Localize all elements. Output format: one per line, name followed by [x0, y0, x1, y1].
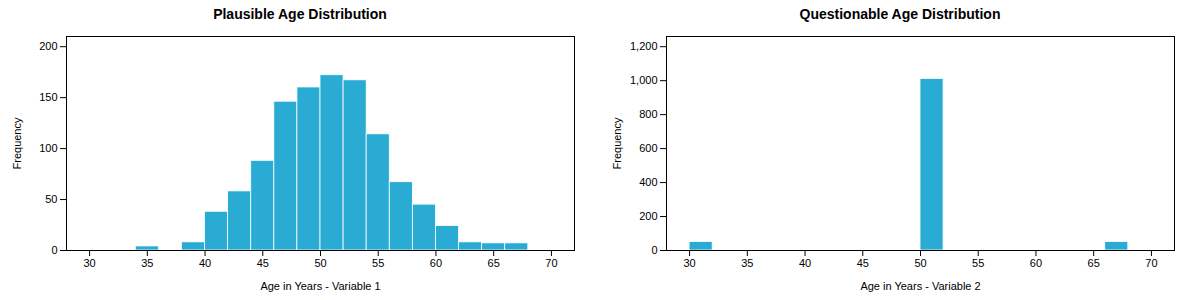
svg-text:0: 0 — [51, 244, 57, 256]
svg-text:45: 45 — [857, 257, 869, 269]
svg-text:50: 50 — [45, 193, 57, 205]
svg-text:200: 200 — [39, 40, 57, 52]
svg-text:150: 150 — [39, 91, 57, 103]
html-text:Questionable Age Distribution: Questionable Age Distribution — [799, 6, 1001, 22]
svg-text:100: 100 — [39, 142, 57, 154]
svg-text:1,200: 1,200 — [630, 40, 658, 52]
svg-text:50: 50 — [314, 257, 326, 269]
svg-text:800: 800 — [639, 108, 657, 120]
svg-text:0: 0 — [651, 244, 657, 256]
svg-text:65: 65 — [1088, 257, 1100, 269]
svg-text:40: 40 — [799, 257, 811, 269]
svg-text:Frequency: Frequency — [611, 117, 623, 169]
svg-text:70: 70 — [545, 257, 557, 269]
svg-text:35: 35 — [741, 257, 753, 269]
svg-text:45: 45 — [257, 257, 269, 269]
svg-text:200: 200 — [639, 210, 657, 222]
svg-text:1,000: 1,000 — [630, 74, 658, 86]
svg-text:Age in Years - Variable 2: Age in Years - Variable 2 — [860, 280, 980, 292]
svg-text:35: 35 — [141, 257, 153, 269]
svg-text:30: 30 — [683, 257, 695, 269]
svg-text:30: 30 — [83, 257, 95, 269]
svg-text:Frequency: Frequency — [11, 117, 23, 169]
svg-text:60: 60 — [1030, 257, 1042, 269]
svg-text:50: 50 — [914, 257, 926, 269]
svg-text:65: 65 — [488, 257, 500, 269]
svg-text:60: 60 — [430, 257, 442, 269]
svg-text:40: 40 — [199, 257, 211, 269]
svg-text:600: 600 — [639, 142, 657, 154]
svg-text:55: 55 — [972, 257, 984, 269]
html-text:Plausible Age Distribution: Plausible Age Distribution — [213, 6, 387, 22]
svg-text:55: 55 — [372, 257, 384, 269]
svg-text:400: 400 — [639, 176, 657, 188]
svg-text:70: 70 — [1145, 257, 1157, 269]
svg-text:Age in Years - Variable 1: Age in Years - Variable 1 — [260, 280, 380, 292]
